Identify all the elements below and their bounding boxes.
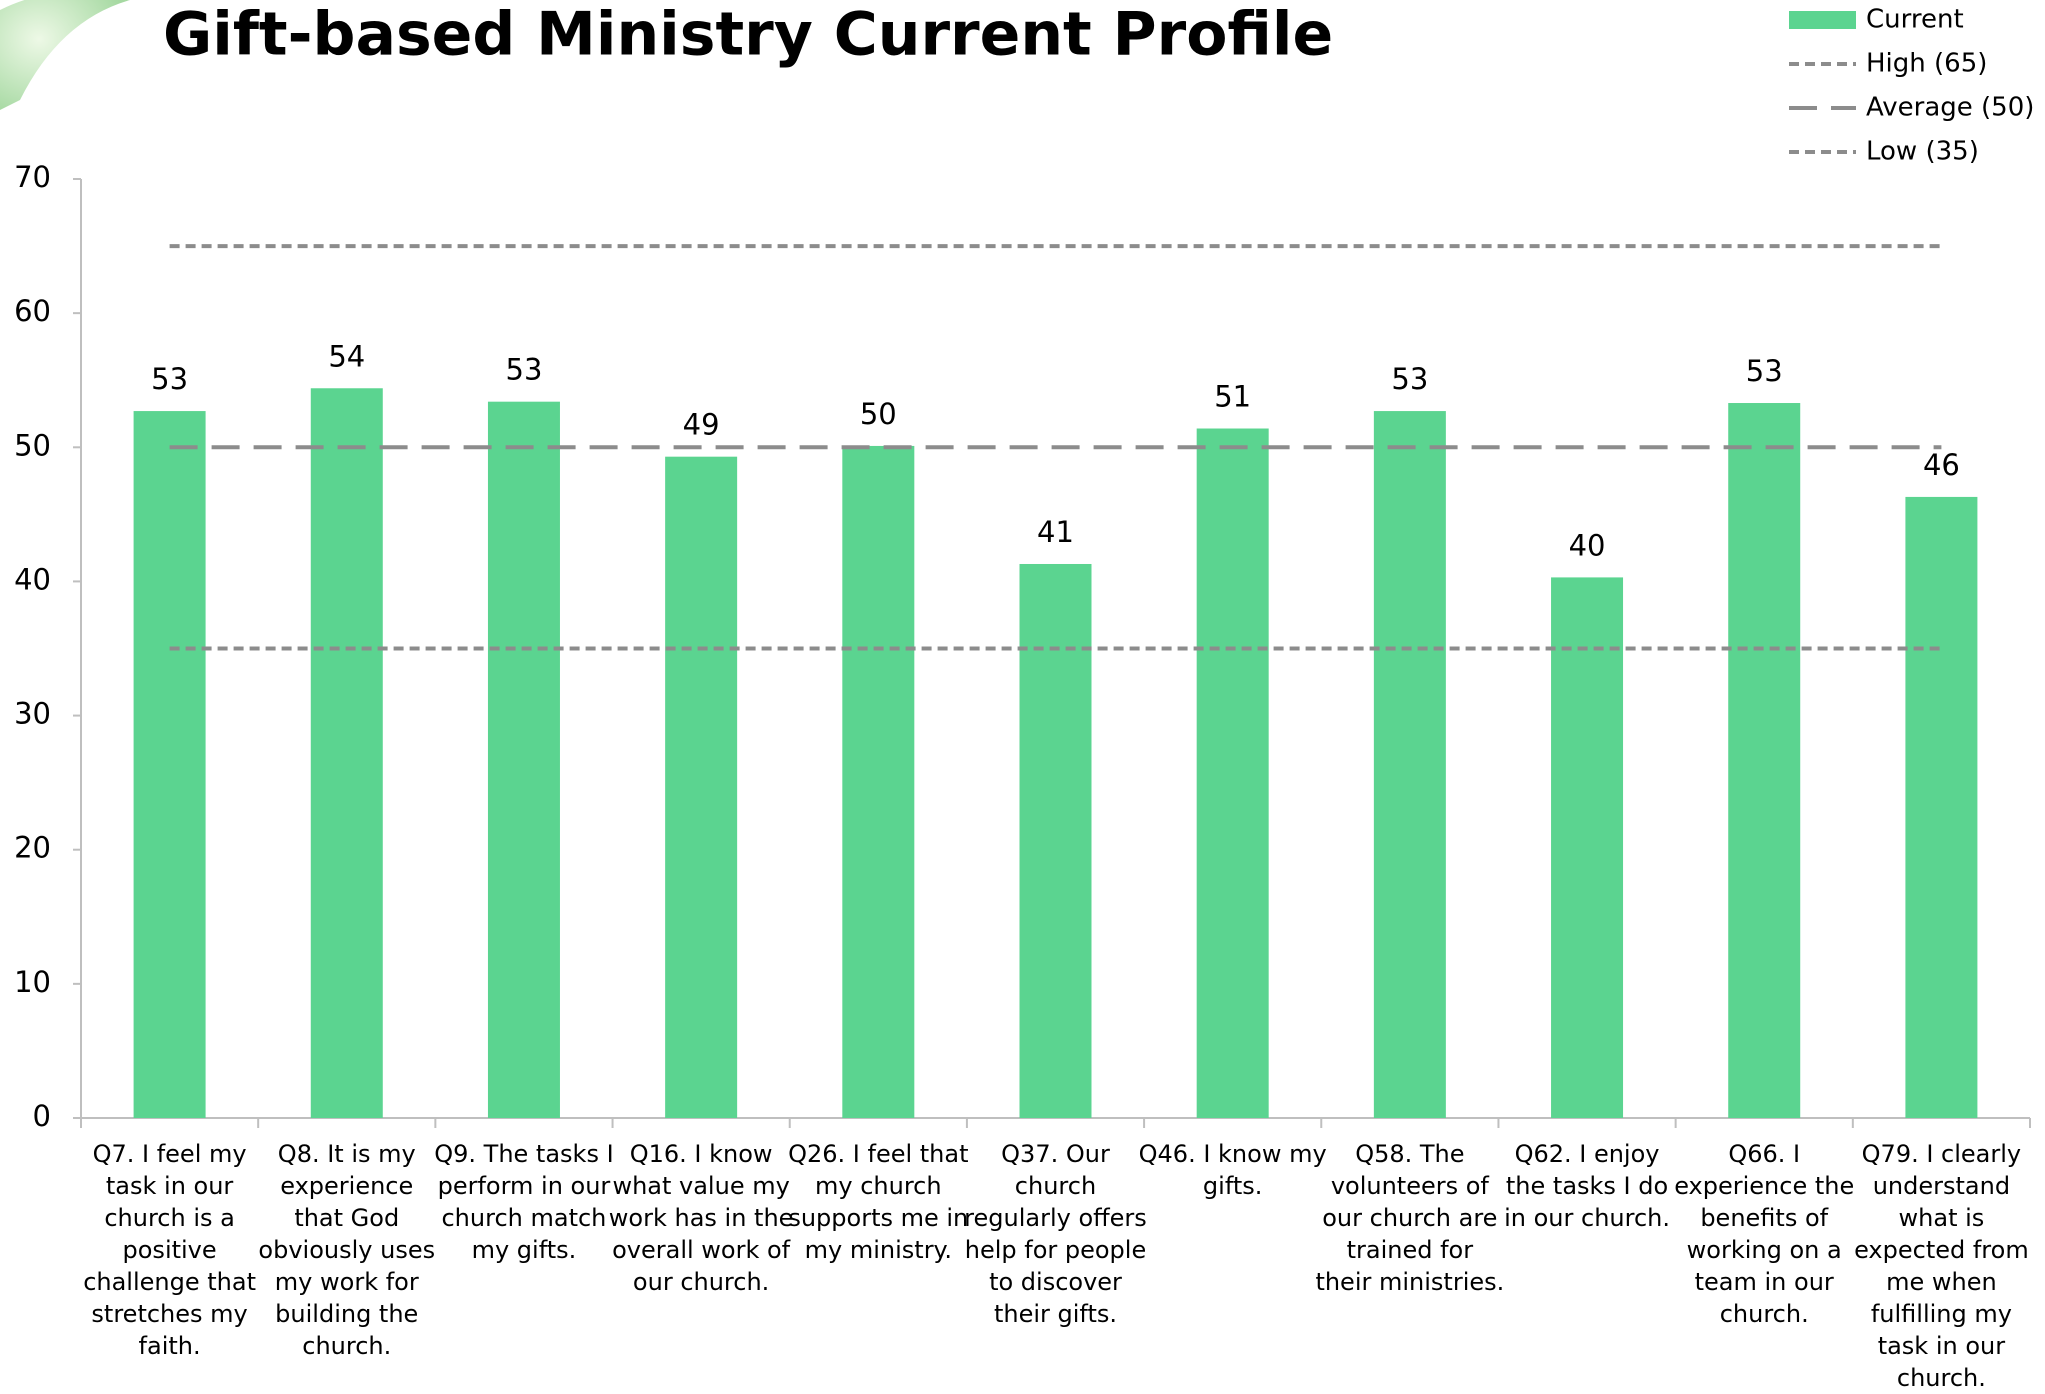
value-label: 51: [1214, 380, 1251, 414]
value-label: 49: [683, 408, 720, 442]
bar: [487, 401, 560, 1119]
y-tick-label: 10: [14, 965, 51, 999]
bar: [1019, 563, 1092, 1118]
bar: [1373, 411, 1446, 1118]
value-label: 53: [506, 353, 543, 387]
legend-swatch: [1789, 11, 1856, 29]
x-tick-label: Q66. I experience the benefits of workin…: [1674, 1140, 1855, 1328]
bar: [1905, 496, 1978, 1118]
value-label: 54: [328, 339, 365, 373]
x-tick-label: Q46. I know my gifts.: [1138, 1140, 1327, 1200]
bar: [133, 411, 206, 1118]
x-tick-label: Q62. I enjoy the tasks I do in our churc…: [1504, 1140, 1670, 1232]
y-tick-label: 40: [14, 562, 51, 596]
value-label: 41: [1037, 515, 1074, 549]
legend-label: High (65): [1866, 49, 1987, 79]
y-tick-label: 50: [14, 428, 51, 462]
value-label: 46: [1923, 448, 1960, 482]
y-tick-label: 0: [33, 1099, 51, 1133]
value-label: 53: [1391, 362, 1428, 396]
x-tick-label: Q79. I clearly understand what is expect…: [1854, 1140, 2029, 1392]
decoration: [0, 0, 130, 110]
bar: [310, 388, 383, 1119]
x-tick-label: Q7. I feel my task in our church is a po…: [83, 1140, 256, 1360]
bar: [1196, 428, 1269, 1118]
x-tick-label: Q37. Our church regularly offers help fo…: [964, 1140, 1147, 1328]
x-tick-label: Q16. I know what value my work has in th…: [608, 1140, 794, 1296]
y-tick-label: 30: [14, 697, 51, 731]
value-label: 50: [860, 397, 897, 431]
legend-label: Average (50): [1866, 93, 2034, 123]
value-label: 40: [1569, 528, 1606, 562]
x-tick-label: Q26. I feel that my church supports me i…: [788, 1140, 969, 1264]
bar: [842, 445, 915, 1118]
chart-title: Gift-based Ministry Current Profile: [163, 0, 1333, 70]
bar: [665, 456, 738, 1118]
x-tick-label: Q9. The tasks I perform in our church ma…: [434, 1140, 614, 1264]
x-tick-label: Q8. It is my experience that God obvious…: [258, 1140, 436, 1360]
bar: [1728, 403, 1801, 1119]
y-tick-label: 70: [14, 160, 51, 194]
x-tick-label: Q58. The volunteers of our church are tr…: [1315, 1140, 1505, 1296]
y-tick-label: 20: [14, 831, 51, 865]
value-label: 53: [1746, 354, 1783, 388]
value-label: 53: [151, 362, 188, 396]
y-tick-label: 60: [14, 294, 51, 328]
legend-label: Current: [1866, 5, 1964, 35]
legend-label: Low (35): [1866, 137, 1979, 167]
bar: [1551, 577, 1624, 1118]
